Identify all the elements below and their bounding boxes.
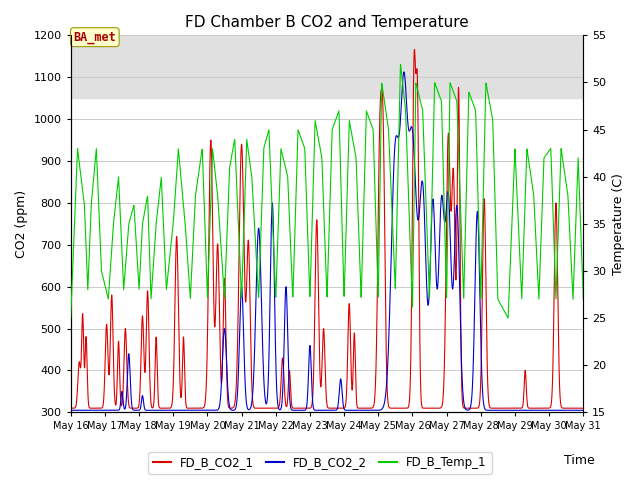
- Text: BA_met: BA_met: [74, 31, 116, 44]
- Text: Time: Time: [564, 454, 595, 467]
- Title: FD Chamber B CO2 and Temperature: FD Chamber B CO2 and Temperature: [185, 15, 469, 30]
- Bar: [70, 36, 583, 98]
- Y-axis label: CO2 (ppm): CO2 (ppm): [15, 190, 28, 258]
- Y-axis label: Temperature (C): Temperature (C): [612, 173, 625, 275]
- Legend: FD_B_CO2_1, FD_B_CO2_2, FD_B_Temp_1: FD_B_CO2_1, FD_B_CO2_2, FD_B_Temp_1: [148, 452, 492, 474]
